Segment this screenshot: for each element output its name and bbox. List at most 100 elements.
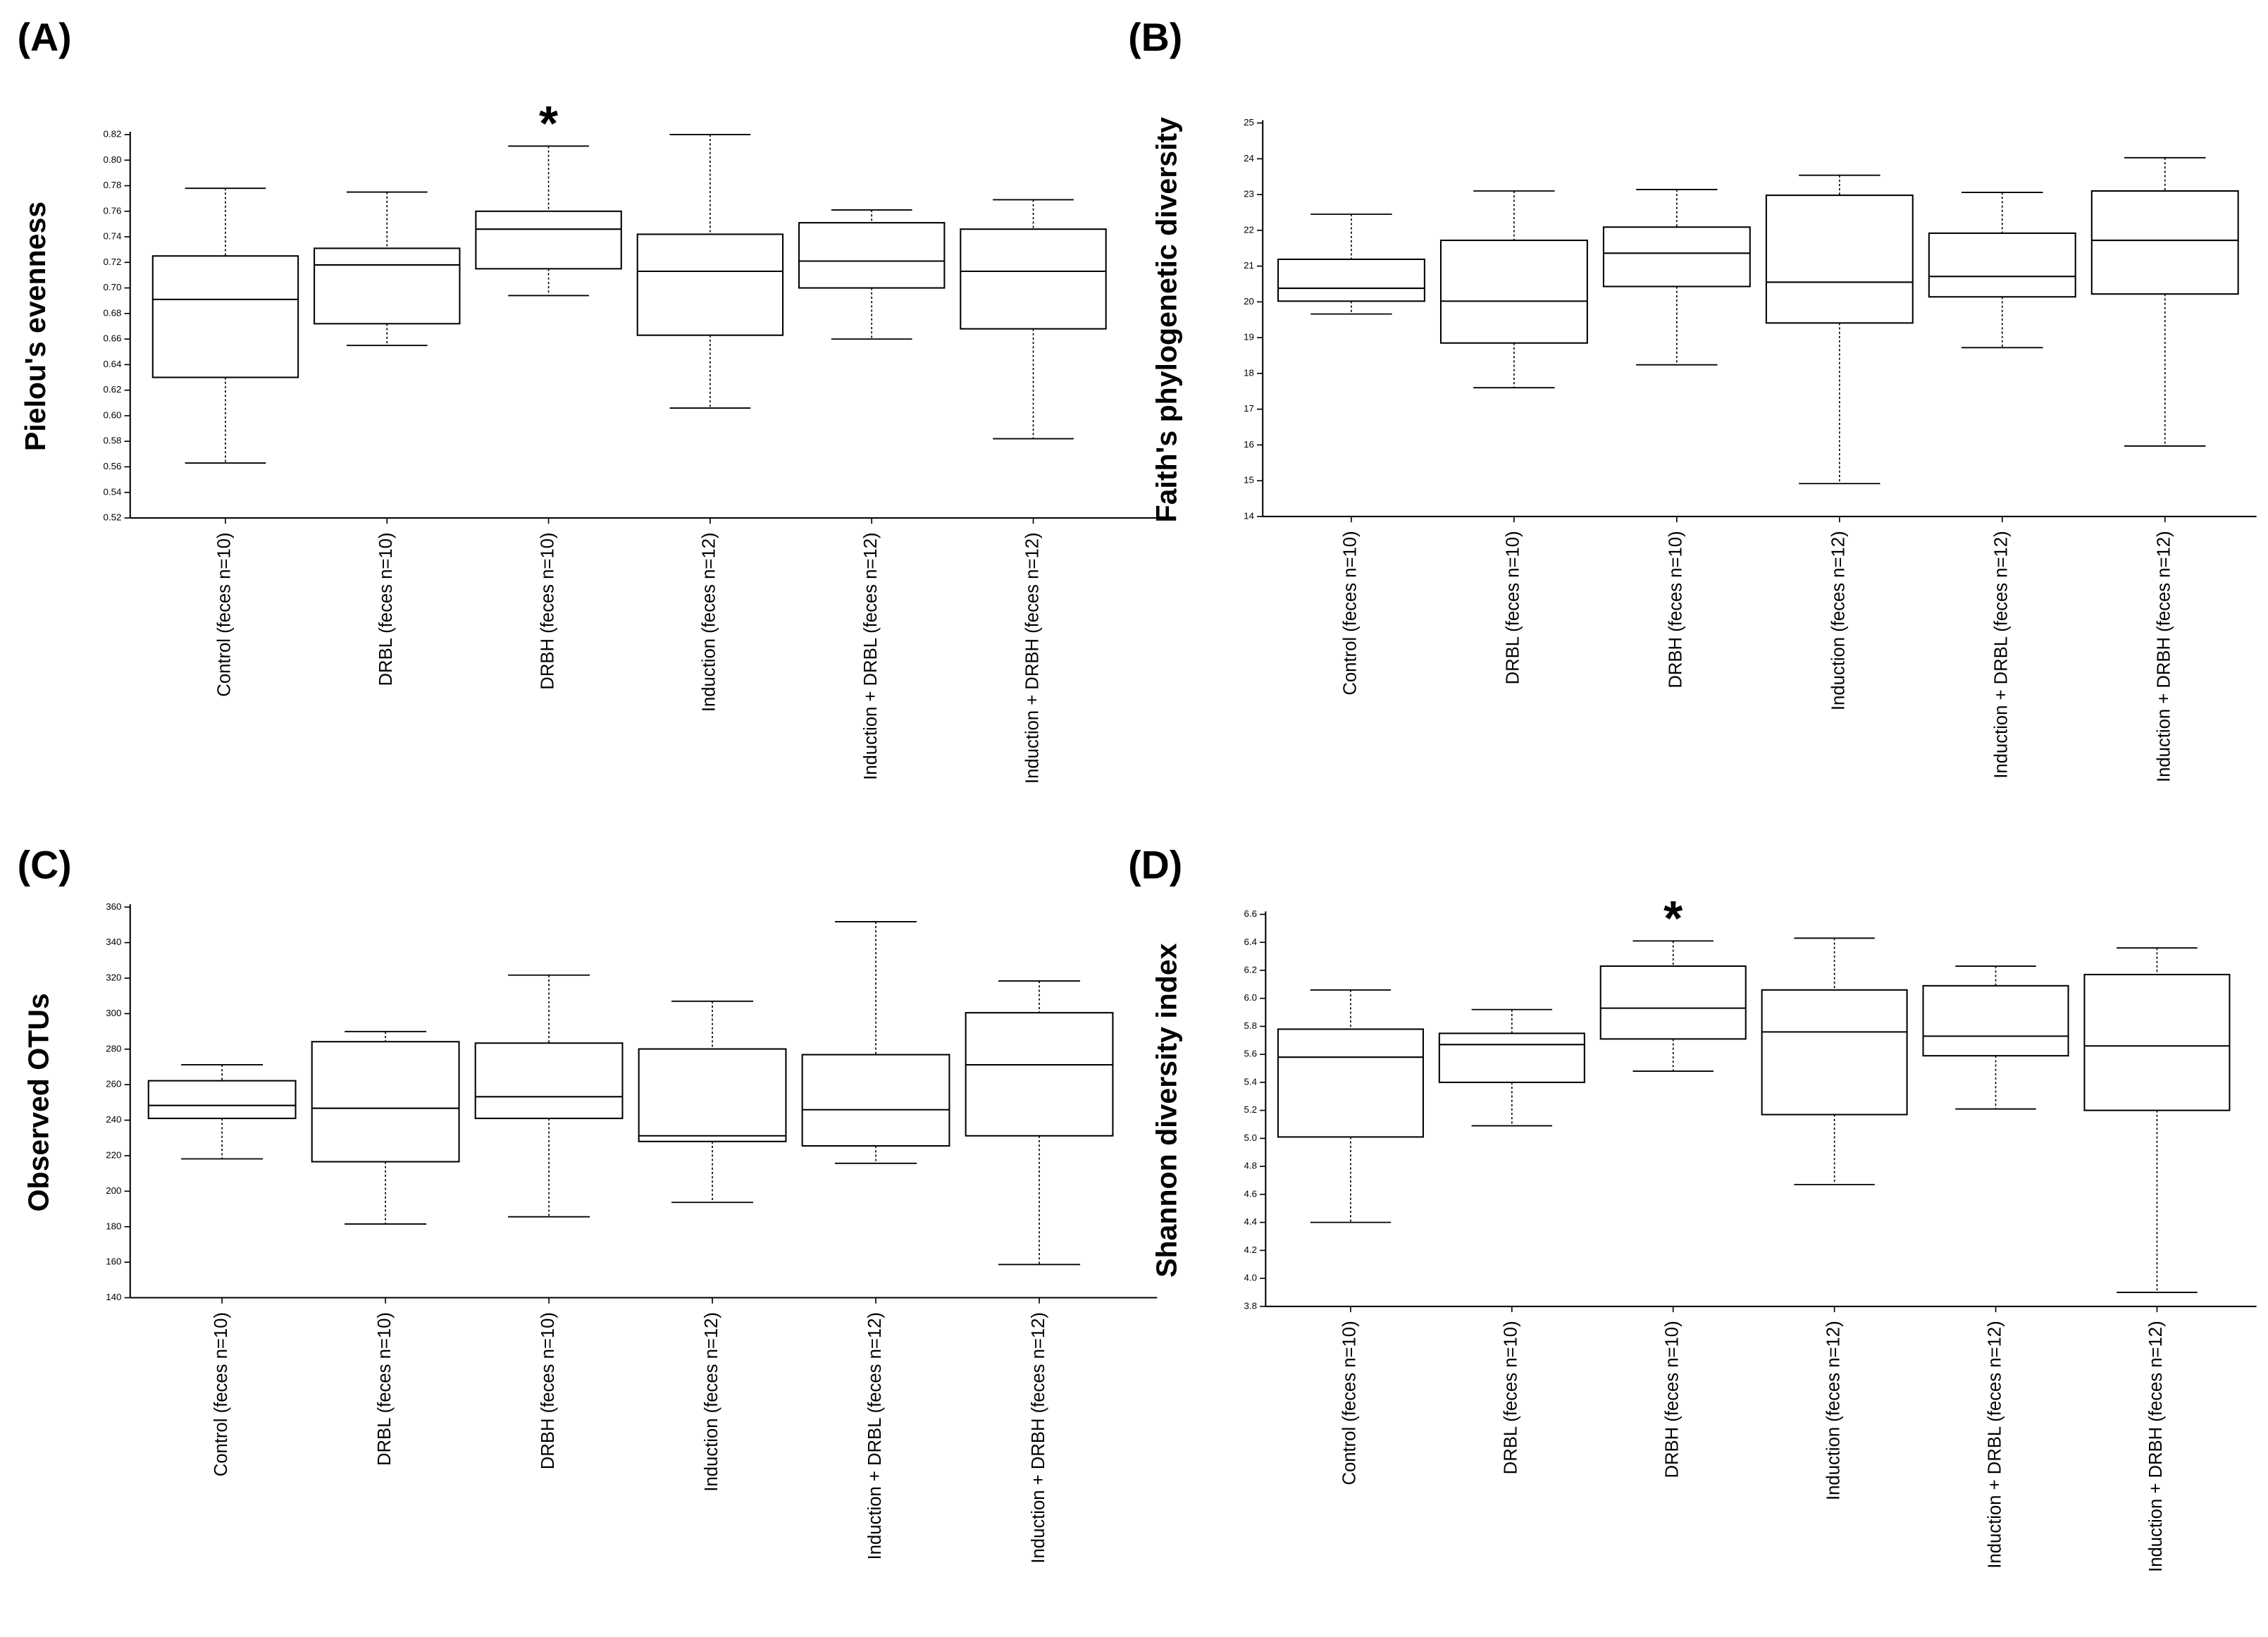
y-tick-label: 0.56 xyxy=(103,461,121,471)
box xyxy=(151,255,299,378)
box xyxy=(801,1054,950,1147)
box xyxy=(1761,989,1908,1116)
y-tick-label: 5.4 xyxy=(1244,1076,1257,1087)
y-tick-label: 0.70 xyxy=(103,282,121,292)
panel-label: (A) xyxy=(18,16,72,59)
y-tick-label: 0.68 xyxy=(103,307,121,318)
y-tick-label: 17 xyxy=(1244,403,1254,414)
y-tick-label: 0.58 xyxy=(103,435,121,446)
y-tick-label: 24 xyxy=(1244,153,1254,163)
y-tick-label: 25 xyxy=(1244,117,1254,128)
y-tick-label: 320 xyxy=(106,972,121,983)
y-axis-label: Shannon diversity index xyxy=(1151,943,1183,1278)
y-tick-label: 6.4 xyxy=(1244,937,1257,947)
y-tick-label: 300 xyxy=(106,1008,121,1018)
y-tick-label: 0.62 xyxy=(103,384,121,395)
x-tick-label: Control (feces n=10) xyxy=(1340,1321,1360,1485)
box xyxy=(1599,965,1747,1040)
x-tick-label: Induction + DRBL (feces n=12) xyxy=(1985,1321,2004,1568)
y-tick-label: 4.8 xyxy=(1244,1161,1257,1171)
x-tick-label: Induction + DRBH (feces n=12) xyxy=(2155,531,2174,782)
y-tick-label: 6.0 xyxy=(1244,992,1257,1003)
y-tick-label: 0.52 xyxy=(103,512,121,523)
box xyxy=(1765,194,1914,324)
y-axis-label: Faith's phylogenetic diversity xyxy=(1151,117,1183,523)
y-tick-label: 4.0 xyxy=(1244,1273,1257,1283)
box xyxy=(1438,1032,1585,1083)
y-tick-label: 0.54 xyxy=(103,486,122,497)
y-tick-label: 21 xyxy=(1244,260,1254,271)
x-tick-label: Induction (feces n=12) xyxy=(1829,531,1849,710)
box xyxy=(965,1012,1114,1137)
y-tick-label: 5.0 xyxy=(1244,1132,1257,1143)
y-tick-label: 20 xyxy=(1244,296,1254,307)
x-tick-label: Induction (feces n=12) xyxy=(702,1312,721,1492)
y-tick-label: 0.66 xyxy=(103,333,121,344)
y-tick-label: 22 xyxy=(1244,224,1254,235)
x-tick-label: Induction (feces n=12) xyxy=(700,533,719,712)
y-tick-label: 4.2 xyxy=(1244,1244,1257,1255)
x-tick-label: DRBL (feces n=10) xyxy=(376,533,396,686)
y-tick-label: 23 xyxy=(1244,189,1254,199)
box xyxy=(960,228,1107,330)
panel-label: (B) xyxy=(1128,16,1182,59)
y-tick-label: 200 xyxy=(106,1185,121,1196)
y-tick-label: 160 xyxy=(106,1256,121,1267)
y-tick-label: 5.2 xyxy=(1244,1104,1257,1115)
significance-marker: * xyxy=(1663,891,1683,946)
box xyxy=(1922,984,2069,1057)
y-tick-label: 0.82 xyxy=(103,129,121,140)
y-tick-label: 260 xyxy=(106,1079,121,1089)
x-tick-label: Control (feces n=10) xyxy=(1341,531,1361,695)
y-tick-label: 15 xyxy=(1244,475,1254,486)
y-tick-label: 3.8 xyxy=(1244,1300,1257,1311)
box xyxy=(1602,226,1751,288)
box xyxy=(1439,240,1588,344)
x-tick-label: Induction + DRBL (feces n=12) xyxy=(861,533,881,780)
box xyxy=(638,1048,787,1142)
y-tick-label: 280 xyxy=(106,1043,121,1054)
y-tick-label: 4.6 xyxy=(1244,1188,1257,1199)
x-tick-label: DRBL (feces n=10) xyxy=(1501,1321,1521,1474)
y-tick-label: 240 xyxy=(106,1114,121,1125)
y-tick-label: 220 xyxy=(106,1150,121,1161)
box xyxy=(311,1041,460,1163)
x-tick-label: DRBH (feces n=10) xyxy=(1663,1321,1683,1478)
box xyxy=(798,222,946,289)
y-tick-label: 0.80 xyxy=(103,154,121,165)
x-tick-label: Induction (feces n=12) xyxy=(1823,1321,1843,1500)
y-tick-label: 16 xyxy=(1244,439,1254,450)
y-tick-label: 6.6 xyxy=(1244,908,1257,919)
x-tick-label: Control (feces n=10) xyxy=(215,533,235,697)
x-tick-label: Induction + DRBH (feces n=12) xyxy=(1022,533,1042,784)
y-tick-label: 0.76 xyxy=(103,205,121,216)
y-tick-label: 360 xyxy=(106,901,121,912)
y-tick-label: 6.2 xyxy=(1244,965,1257,975)
y-tick-label: 180 xyxy=(106,1221,121,1231)
y-tick-label: 0.78 xyxy=(103,180,121,190)
y-tick-label: 5.6 xyxy=(1244,1049,1257,1059)
y-tick-label: 14 xyxy=(1244,510,1254,521)
y-tick-label: 19 xyxy=(1244,332,1254,342)
y-tick-label: 0.74 xyxy=(103,231,122,242)
x-tick-label: Induction + DRBL (feces n=12) xyxy=(865,1312,885,1559)
box xyxy=(636,233,784,336)
x-tick-label: Induction + DRBH (feces n=12) xyxy=(2146,1321,2166,1572)
y-tick-label: 5.8 xyxy=(1244,1020,1257,1031)
x-tick-label: DRBH (feces n=10) xyxy=(538,533,557,690)
y-tick-label: 140 xyxy=(106,1292,121,1302)
y-tick-label: 0.60 xyxy=(103,409,121,420)
y-tick-label: 0.72 xyxy=(103,257,121,267)
panel-label: (C) xyxy=(18,843,72,887)
y-tick-label: 18 xyxy=(1244,367,1254,378)
panel-label: (D) xyxy=(1128,843,1182,887)
box xyxy=(475,210,622,270)
y-tick-label: 0.64 xyxy=(103,359,122,369)
box xyxy=(474,1042,624,1120)
significance-marker: * xyxy=(539,96,559,151)
y-tick-label: 4.4 xyxy=(1244,1216,1257,1227)
box xyxy=(314,247,461,325)
x-tick-label: DRBL (feces n=10) xyxy=(1504,531,1523,684)
y-axis-label: Observed OTUs xyxy=(22,993,54,1211)
